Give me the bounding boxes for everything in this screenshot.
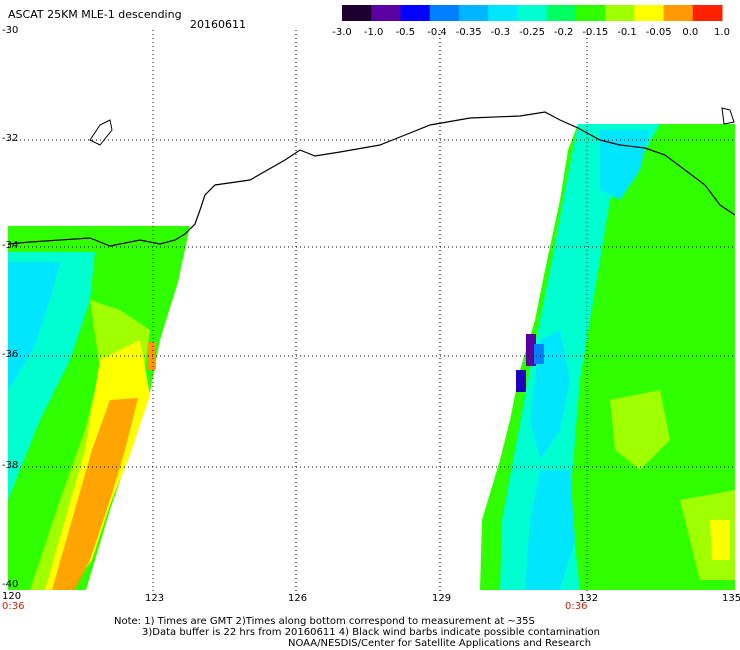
note-line-2: 3)Data buffer is 22 hrs from 20160611 4)…: [142, 627, 600, 638]
colorbar-swatch: [634, 5, 665, 21]
colorbar-label: -0.25: [519, 27, 545, 38]
colorbar-swatch: [400, 5, 431, 21]
product-title: ASCAT 25KM MLE-1 descending: [8, 8, 182, 21]
colorbar-label: -0.05: [646, 27, 672, 38]
lat-label: -36: [2, 349, 19, 360]
colorbar-label: -0.15: [582, 27, 608, 38]
colorbar-label: -0.3: [491, 27, 511, 38]
lon-label: 132: [579, 593, 599, 604]
lat-label: -30: [2, 25, 19, 36]
island: [89, 119, 113, 146]
west-swath: [8, 226, 190, 590]
note-line-3: NOAA/NESDIS/Center for Satellite Applica…: [288, 638, 592, 649]
colorbar-label: -3.0: [332, 27, 352, 38]
colorbar-swatch: [429, 5, 460, 21]
colorbar: -3.0 -1.0 -0.5 -0.4 -0.35 -0.3 -0.25 -0.2 -0.15-…: [332, 5, 730, 38]
colorbar-swatch: [342, 5, 372, 21]
colorbar-swatch: [692, 5, 723, 21]
colorbar-swatch: [517, 5, 548, 21]
product-date: 20160611: [190, 18, 246, 31]
time-label: 0:36: [565, 601, 588, 612]
colorbar-label: 1.0: [714, 27, 730, 38]
colorbar-swatch: [605, 5, 635, 21]
time-label: 0:36: [2, 601, 25, 612]
colorbar-swatch: [371, 5, 401, 21]
colorbar-label: -0.5: [396, 27, 416, 38]
east-swath: [480, 124, 735, 590]
note-line-1: Note: 1) Times are GMT 2)Times along bot…: [114, 616, 535, 627]
colorbar-label: -1.0: [364, 27, 384, 38]
island-east: [721, 107, 735, 125]
colorbar-label: 0.0: [682, 27, 698, 38]
lon-label: 120: [2, 591, 22, 602]
colorbar-label: -0.1: [617, 27, 637, 38]
colorbar-label: -0.35: [456, 27, 482, 38]
colorbar-swatch: [663, 5, 694, 21]
graticule: [8, 30, 735, 592]
lon-label: 123: [145, 593, 165, 604]
colorbar-swatch: [488, 5, 518, 21]
colorbar-label: -0.2: [554, 27, 574, 38]
lat-label: -32: [2, 133, 19, 144]
colorbar-label: -0.4: [427, 27, 447, 38]
lat-label: -40: [2, 579, 19, 590]
colorbar-swatch: [575, 5, 606, 21]
lat-label: -34: [2, 240, 19, 251]
lat-label: -38: [2, 460, 19, 471]
lon-label: 135: [722, 593, 740, 604]
coastline: [7, 111, 736, 247]
lon-label: 129: [432, 593, 452, 604]
lon-label: 126: [288, 593, 308, 604]
colorbar-swatch: [458, 5, 489, 21]
colorbar-swatch: [546, 5, 577, 21]
